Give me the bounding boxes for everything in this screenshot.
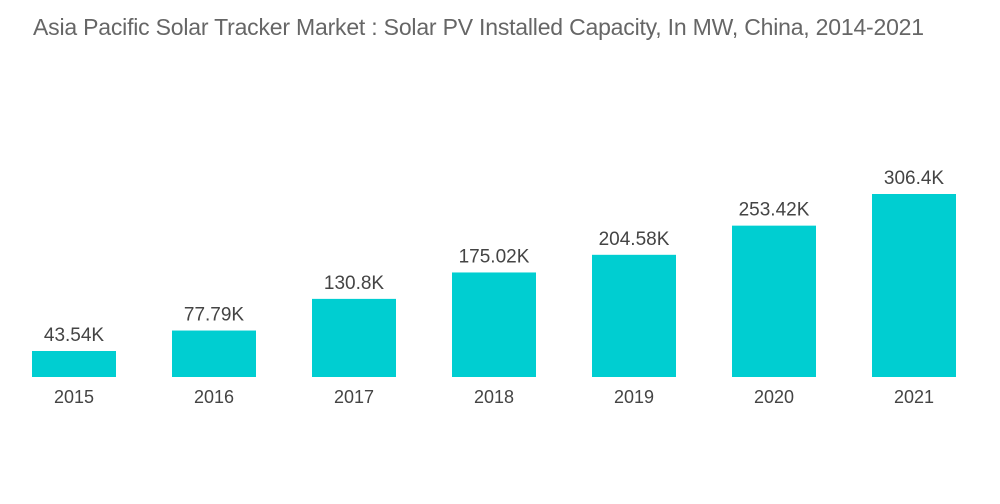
- bar-2020: [732, 225, 816, 377]
- x-tick-label-2015: 2015: [54, 387, 94, 407]
- bar-2017: [312, 298, 396, 377]
- x-tick-label-2021: 2021: [894, 387, 934, 407]
- chart-title: Asia Pacific Solar Tracker Market : Sola…: [33, 14, 924, 40]
- value-label-2019: 204.58K: [599, 229, 670, 250]
- value-label-2020: 253.42K: [739, 200, 810, 221]
- value-label-2015: 43.54K: [44, 325, 105, 346]
- bar-2016: [172, 330, 256, 377]
- value-label-2021: 306.4K: [884, 168, 945, 189]
- bar-2021: [872, 194, 956, 377]
- bar-2018: [452, 272, 536, 377]
- bar-2015: [32, 350, 116, 377]
- bar-2019: [592, 254, 676, 377]
- value-label-2017: 130.8K: [324, 273, 385, 294]
- bars-layer: [32, 194, 956, 377]
- x-axis-tick-labels: 2015 2016 2017 2018 2019 2020 2021: [54, 387, 934, 407]
- value-labels-layer: 43.54K 77.79K 130.8K 175.02K 204.58K 253.42K 3…: [44, 168, 945, 346]
- x-tick-label-2016: 2016: [194, 387, 234, 407]
- x-tick-label-2020: 2020: [754, 387, 794, 407]
- value-label-2016: 77.79K: [184, 305, 245, 326]
- x-tick-label-2018: 2018: [474, 387, 514, 407]
- value-label-2018: 175.02K: [459, 246, 530, 267]
- x-tick-label-2017: 2017: [334, 387, 374, 407]
- x-tick-label-2019: 2019: [614, 387, 654, 407]
